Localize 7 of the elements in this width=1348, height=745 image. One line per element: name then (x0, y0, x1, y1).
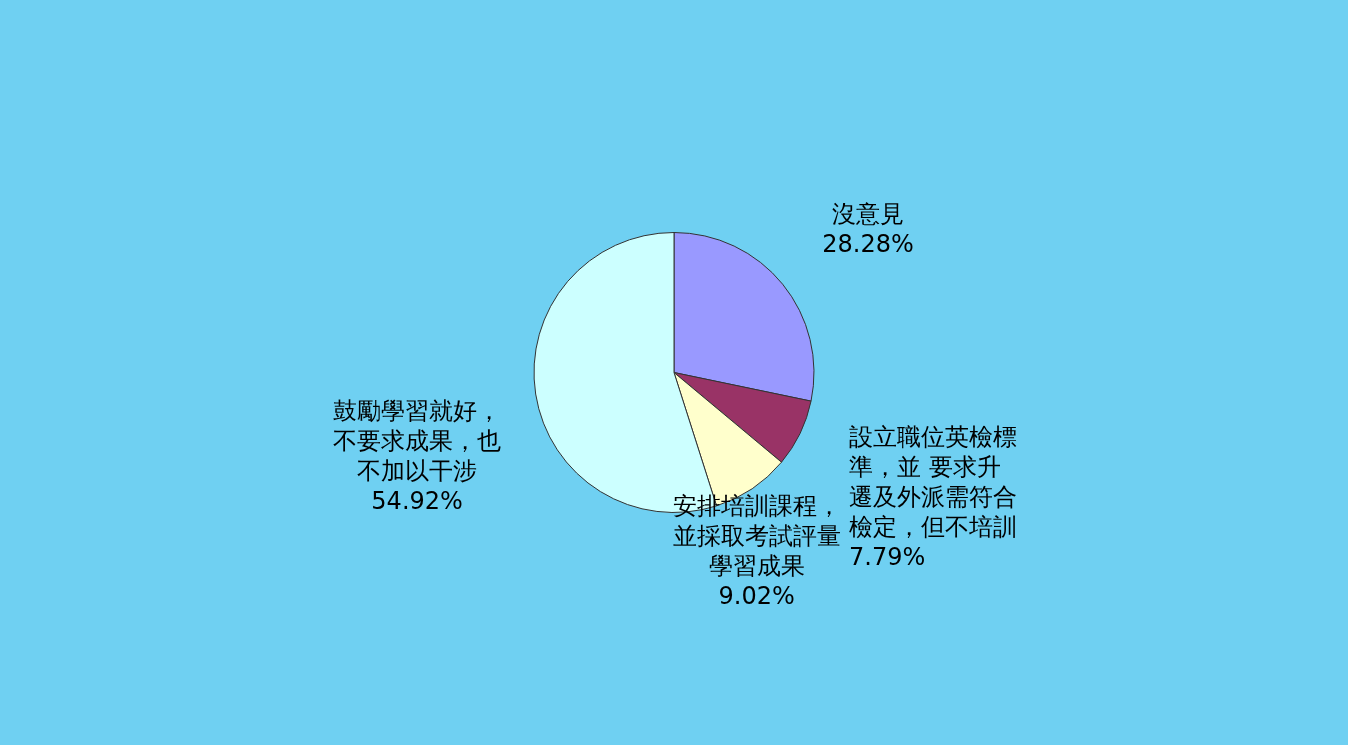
data-label: 9.02% (718, 582, 795, 611)
data-label: 28.28% (822, 229, 914, 258)
data-label: 7.79% (849, 542, 926, 571)
slice-label: 沒意見 (832, 199, 905, 228)
slice-label: 鼓勵學習就好，不要求成果，也不加以干涉 (333, 397, 502, 486)
data-label: 54.92% (371, 487, 463, 516)
slice-label: 設立職位英檢標準，並 要求升遷及外派需符合檢定，但不培訓 (849, 422, 1018, 541)
